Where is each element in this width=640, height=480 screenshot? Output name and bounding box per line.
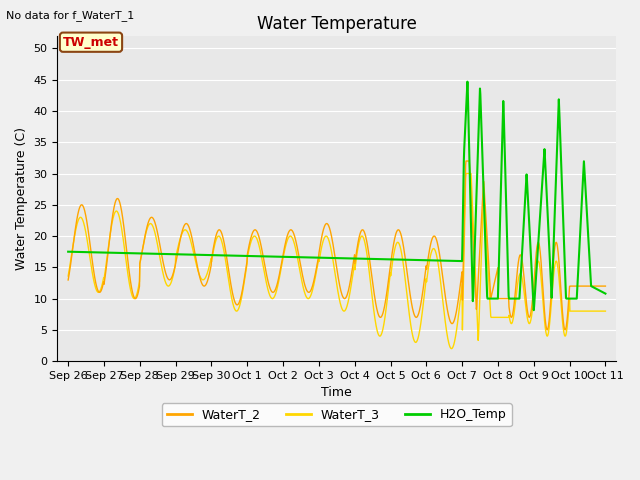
H2O_Temp [313, 255, 321, 261]
WaterT_2 [602, 283, 609, 289]
WaterT_3 [602, 308, 609, 314]
H2O_Temp [303, 254, 311, 260]
WaterT_2 [303, 288, 311, 294]
WaterT_3 [303, 295, 311, 301]
H2O_Temp [64, 249, 72, 254]
WaterT_2 [128, 285, 136, 291]
H2O_Temp [128, 251, 136, 256]
H2O_Temp [530, 307, 538, 313]
Title: Water Temperature: Water Temperature [257, 15, 417, 33]
WaterT_3 [313, 266, 321, 272]
Y-axis label: Water Temperature (C): Water Temperature (C) [15, 127, 28, 270]
Legend: WaterT_2, WaterT_3, H2O_Temp: WaterT_2, WaterT_3, H2O_Temp [162, 403, 511, 426]
H2O_Temp [106, 250, 113, 255]
WaterT_2 [106, 235, 113, 241]
WaterT_3 [292, 248, 300, 254]
WaterT_3 [106, 235, 113, 240]
WaterT_2 [64, 277, 72, 283]
WaterT_2 [462, 158, 470, 164]
WaterT_3 [370, 308, 378, 314]
WaterT_3 [128, 291, 136, 297]
WaterT_3 [448, 346, 456, 351]
WaterT_2 [370, 289, 378, 295]
WaterT_2 [313, 263, 321, 269]
H2O_Temp [602, 291, 609, 297]
WaterT_2 [543, 327, 551, 333]
H2O_Temp [463, 79, 471, 84]
WaterT_3 [64, 273, 72, 279]
X-axis label: Time: Time [321, 386, 352, 399]
Line: WaterT_3: WaterT_3 [68, 174, 605, 348]
WaterT_2 [292, 239, 300, 245]
H2O_Temp [370, 256, 378, 262]
Text: No data for f_WaterT_1: No data for f_WaterT_1 [6, 10, 134, 21]
Line: WaterT_2: WaterT_2 [68, 161, 605, 330]
Text: TW_met: TW_met [63, 36, 119, 48]
Line: H2O_Temp: H2O_Temp [68, 82, 605, 310]
WaterT_3 [462, 171, 470, 177]
H2O_Temp [292, 254, 300, 260]
